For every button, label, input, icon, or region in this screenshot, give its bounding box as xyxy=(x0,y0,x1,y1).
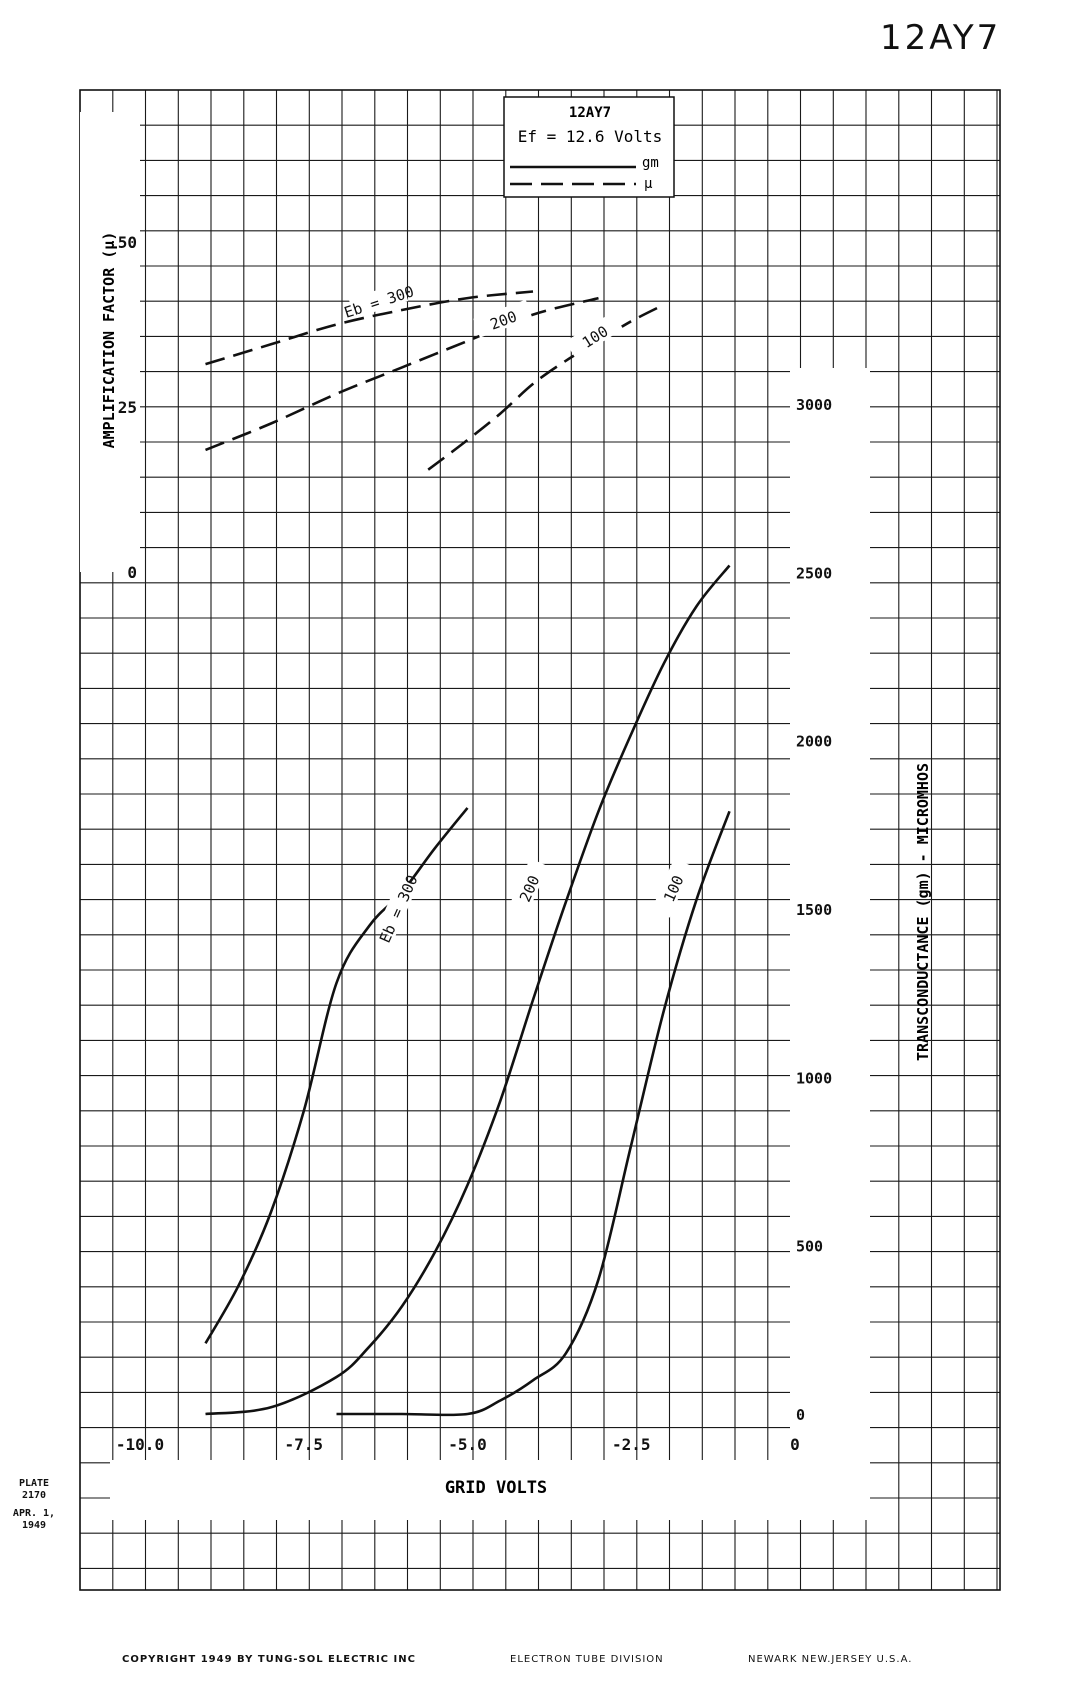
mu-curve-0 xyxy=(205,290,534,366)
page-title: 12AY7 xyxy=(880,18,1002,58)
y-left-tick-label: 50 xyxy=(118,233,137,252)
copyright-notice: COPYRIGHT 1949 BY TUNG-SOL ELECTRIC INC xyxy=(122,1654,416,1665)
legend-solid-label: gm xyxy=(642,155,659,171)
x-tick-label: -2.5 xyxy=(612,1435,651,1454)
x-axis-panel xyxy=(110,1460,870,1520)
plate-number: 2170 xyxy=(21,1490,47,1501)
x-axis-label: GRID VOLTS xyxy=(445,1478,547,1498)
plate-info: PLATE 2170 APR. 1, 1949 xyxy=(6,1478,62,1532)
gm-label-300-bg xyxy=(376,878,418,938)
legend-box xyxy=(503,96,675,198)
mu-label-200-bg xyxy=(473,299,533,338)
y-left-tick-label: 0 xyxy=(127,563,137,582)
right-axis-panel xyxy=(790,368,870,1460)
x-tick-label: 0 xyxy=(790,1435,800,1454)
mu-curve-1 xyxy=(205,296,599,452)
y-left-axis-label: AMPLIFICATION FACTOR (μ) xyxy=(100,232,118,449)
grid-border xyxy=(79,89,1001,1591)
plate-label: PLATE xyxy=(18,1478,50,1489)
gm-label-200-bg xyxy=(507,858,549,918)
legend-dashed-label: μ xyxy=(644,176,653,192)
date-line2: 1949 xyxy=(21,1520,47,1531)
x-tick-label: -7.5 xyxy=(284,1435,323,1454)
company-location: NEWARK NEW.JERSEY U.S.A. xyxy=(748,1654,913,1665)
series xyxy=(204,290,731,1417)
gm-curve-2 xyxy=(336,810,731,1417)
gm-curve-0 xyxy=(204,807,469,1344)
gm-label-100-bg xyxy=(651,858,693,918)
mu-label-200: 200 xyxy=(488,307,520,333)
left-axis-panel xyxy=(80,112,140,572)
y-right-tick-label: 500 xyxy=(796,1238,823,1256)
mu-curve-2 xyxy=(427,303,665,471)
mu-label-300-bg xyxy=(348,281,409,319)
y-right-axis-label: TRANSCONDUCTANCE (gm) - MICROMHOS xyxy=(914,763,932,1061)
ticks: -10.0 -7.5 -5.0 -2.5 05025030002500200015001… xyxy=(116,233,832,1454)
legend-condition: Ef = 12.6 Volts xyxy=(518,127,663,146)
mu-label-100-bg xyxy=(565,312,624,359)
x-tick-label: -10.0 xyxy=(116,1435,164,1454)
division-name: ELECTRON TUBE DIVISION xyxy=(510,1654,664,1665)
y-right-tick-label: 2000 xyxy=(796,733,832,751)
y-right-tick-label: 2500 xyxy=(796,564,832,582)
y-right-tick-label: 3000 xyxy=(796,396,832,414)
y-right-tick-label: 0 xyxy=(796,1406,805,1424)
gm-curve-1 xyxy=(205,564,731,1416)
date-line1: APR. 1, xyxy=(12,1508,56,1519)
y-right-tick-label: 1000 xyxy=(796,1069,832,1087)
legend-title: 12AY7 xyxy=(569,105,611,121)
x-tick-label: -5.0 xyxy=(448,1435,487,1454)
y-left-tick-label: 25 xyxy=(118,398,137,417)
y-right-tick-label: 1500 xyxy=(796,901,832,919)
